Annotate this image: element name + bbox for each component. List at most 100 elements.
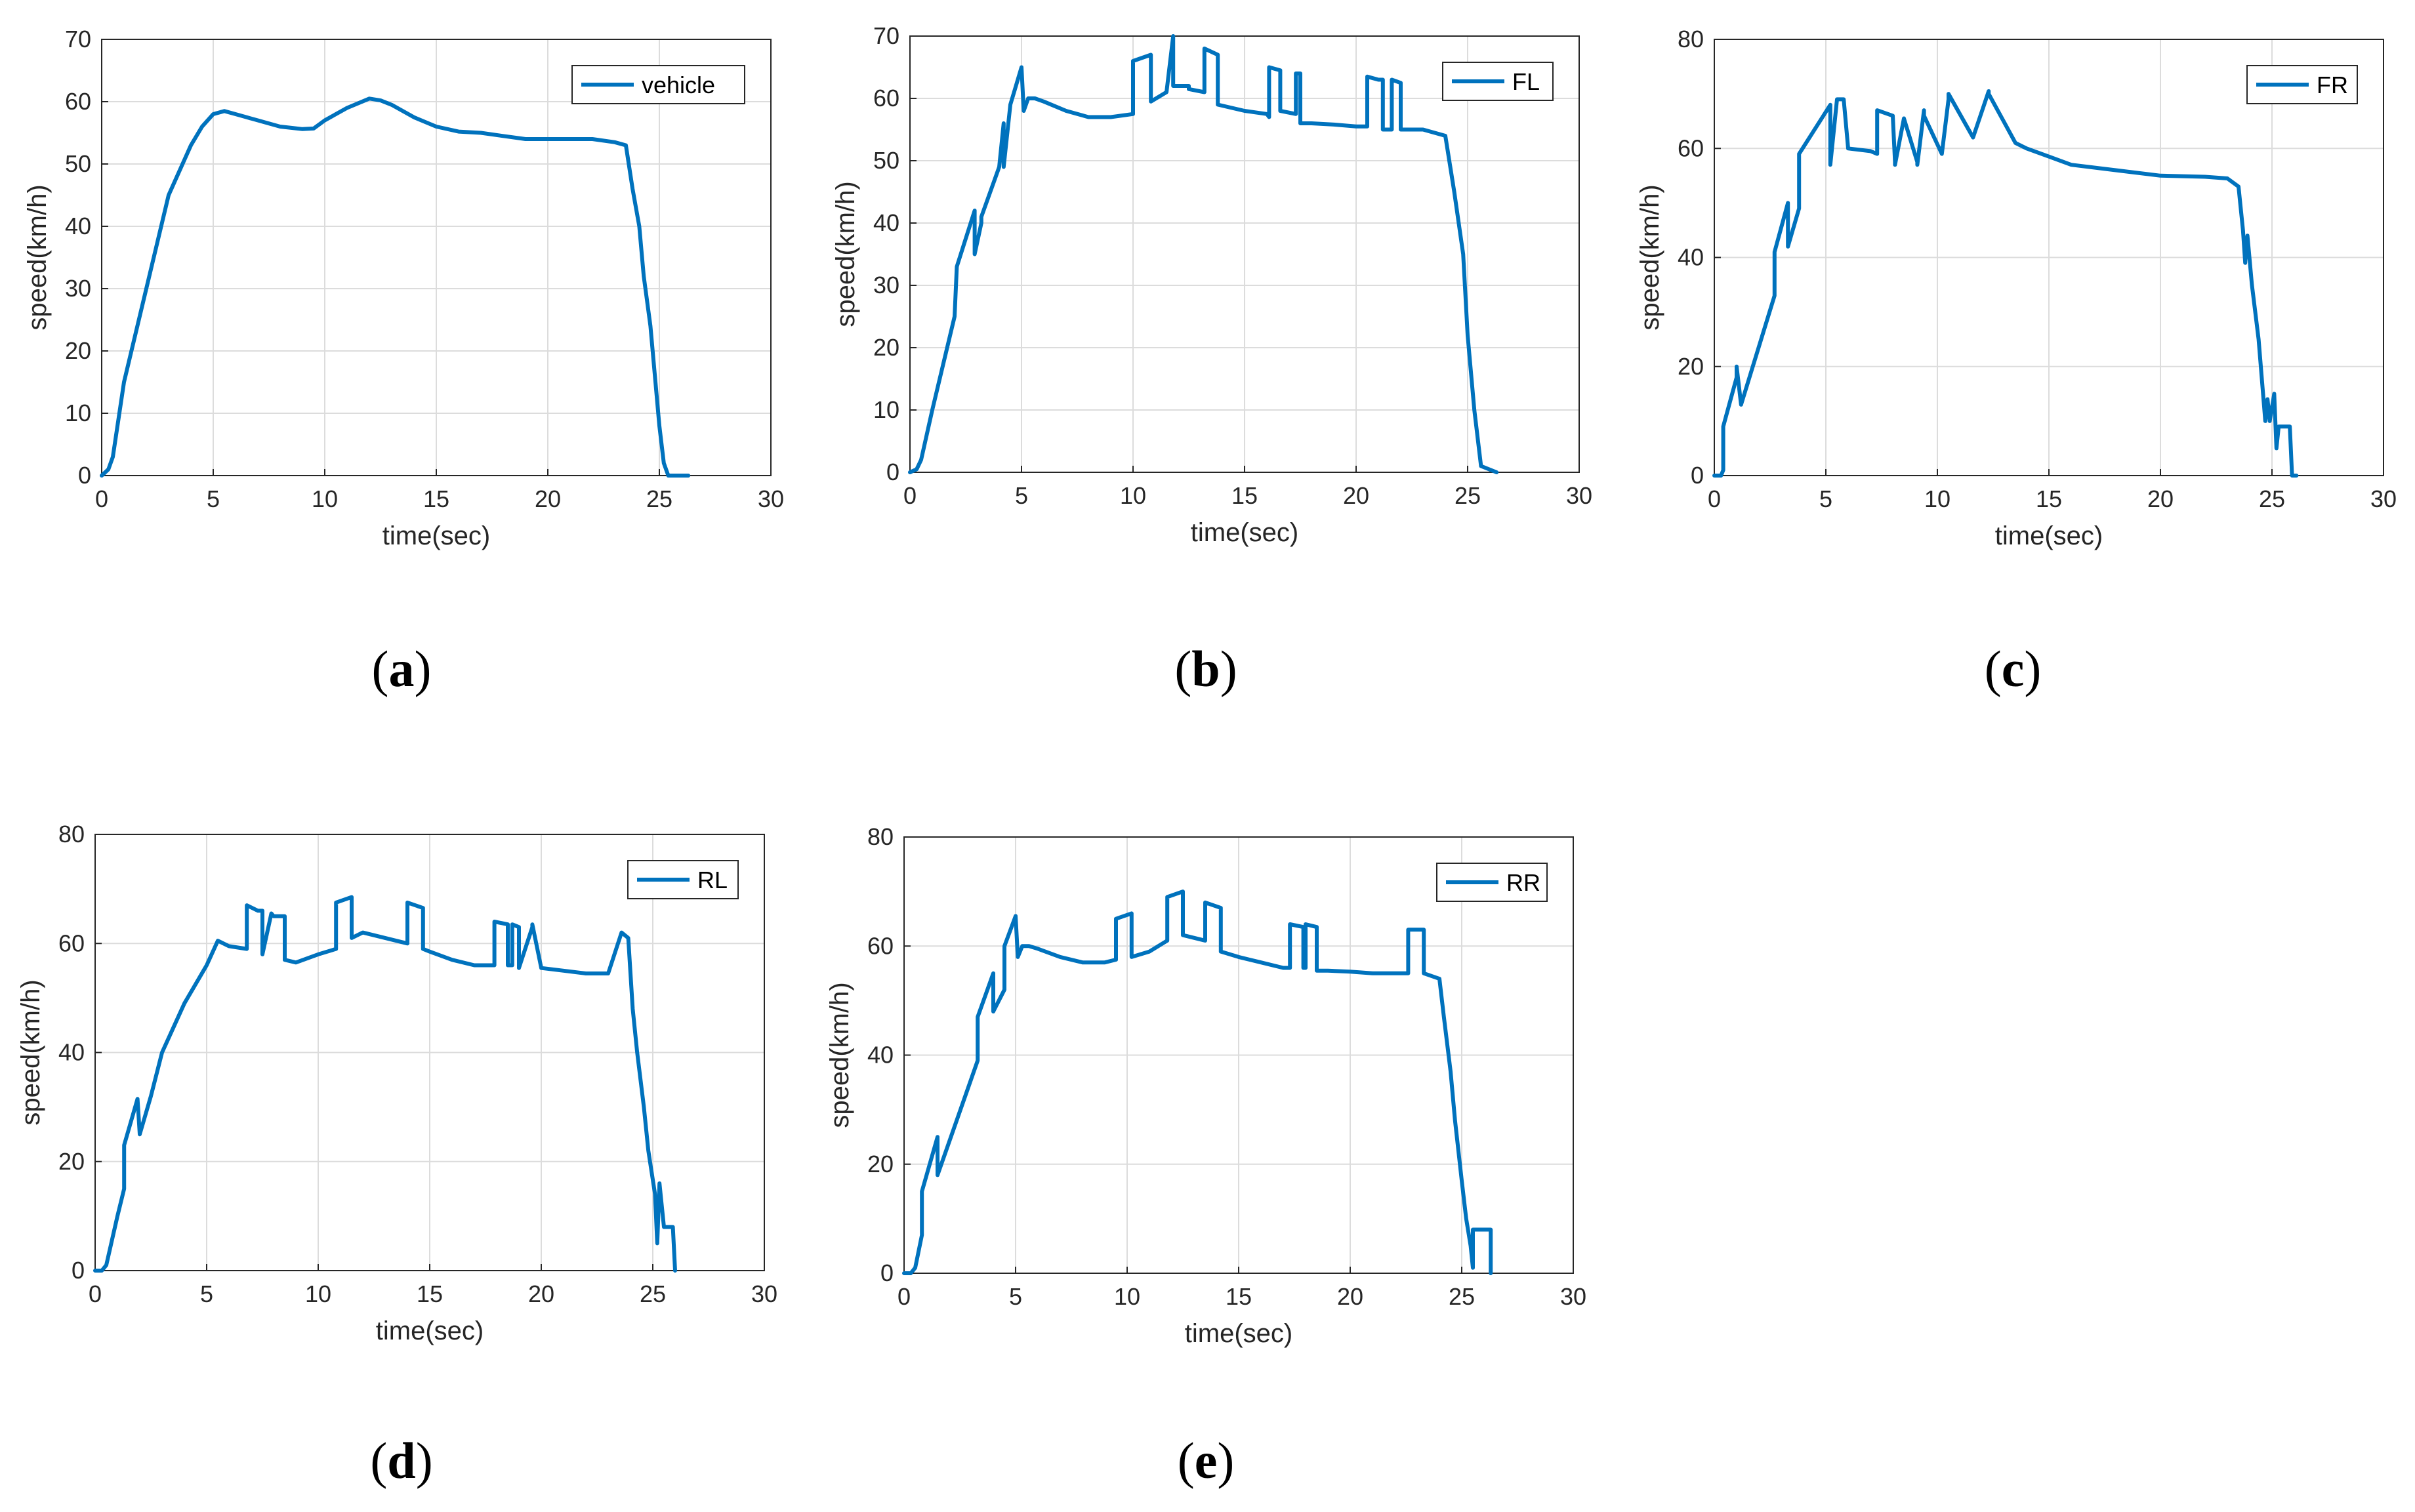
y-tick-label: 80: [58, 821, 85, 848]
x-tick-label: 10: [305, 1280, 331, 1307]
x-tick-label: 15: [2036, 485, 2062, 512]
legend: FR: [2246, 65, 2358, 104]
y-tick-label: 20: [867, 1151, 894, 1177]
x-axis-label: time(sec): [376, 1317, 484, 1345]
y-axis-label: speed(km/h): [825, 982, 854, 1128]
x-tick-label: 25: [640, 1280, 666, 1307]
x-tick-label: 0: [903, 482, 917, 509]
panel-label-b-letter: b: [1191, 640, 1220, 697]
x-tick-label: 15: [417, 1280, 443, 1307]
x-tick-label: 25: [1449, 1283, 1475, 1310]
panel-label-c-letter: c: [2001, 640, 2025, 697]
chart-panel-e: 0 5 10 15 20 25 30 0 20 40 60 80 time(sec) speed(km/h…: [825, 823, 1586, 1348]
y-tick-label: 60: [1678, 134, 1704, 161]
legend: FL: [1442, 62, 1554, 101]
y-tick-label: 10: [65, 399, 91, 426]
x-tick-label: 10: [312, 485, 338, 512]
y-tick-label: 20: [65, 337, 91, 364]
x-tick-label: 20: [1337, 1283, 1363, 1310]
legend-label: RL: [697, 867, 728, 893]
x-axis-label: time(sec): [1995, 521, 2103, 550]
series-line-RR: [902, 889, 1493, 1275]
x-tick-label: 5: [1009, 1283, 1022, 1310]
panel-label-b-open: (: [1174, 640, 1192, 697]
y-axis-label: speed(km/h): [1636, 184, 1664, 330]
x-tick-label: 15: [1226, 1283, 1252, 1310]
y-axis-label: speed(km/h): [831, 181, 860, 327]
chart-panel-c: 0 5 10 15 20 25 30 0 20 40 60 80 time(sec) speed(km/h…: [1636, 26, 2397, 550]
series-line-RL: [93, 895, 677, 1273]
y-tick-label: 40: [1678, 244, 1704, 271]
x-tick-label: 10: [1120, 482, 1146, 509]
panel-label-c: (c): [1985, 640, 2042, 699]
x-tick-label: 25: [1455, 482, 1481, 509]
y-tick-label: 80: [1678, 26, 1704, 52]
y-tick-label: 0: [1691, 462, 1704, 489]
y-tick-label: 20: [1678, 353, 1704, 380]
x-tick-label: 5: [207, 485, 220, 512]
x-tick-label: 30: [751, 1280, 777, 1307]
y-tick-label: 60: [58, 930, 85, 956]
y-tick-label: 20: [58, 1148, 85, 1175]
legend: RR: [1436, 863, 1548, 902]
series-line-FR: [1712, 89, 2299, 478]
x-axis-label: time(sec): [382, 521, 490, 550]
x-tick-label: 0: [1708, 485, 1721, 512]
x-tick-label: 5: [1819, 485, 1832, 512]
chart-panel-b: 0 5 10 15 20 25 30 0 10 20 30 40 50 60 70 time(sec) spee…: [831, 22, 1592, 547]
x-tick-label: 0: [898, 1283, 911, 1310]
y-tick-label: 20: [873, 334, 899, 361]
panel-label-d-open: (: [370, 1432, 388, 1489]
x-tick-label: 15: [423, 485, 449, 512]
x-tick-label: 20: [1343, 482, 1369, 509]
legend-label: vehicle: [642, 72, 715, 98]
panel-label-d-letter: d: [387, 1432, 416, 1489]
y-tick-label: 30: [873, 272, 899, 298]
legend-label: FR: [2317, 72, 2348, 98]
x-tick-label: 30: [2370, 485, 2397, 512]
y-tick-label: 30: [65, 275, 91, 302]
y-tick-label: 0: [886, 459, 899, 485]
x-tick-label: 10: [1924, 485, 1951, 512]
x-tick-label: 25: [646, 485, 672, 512]
legend: vehicle: [571, 65, 745, 104]
legend-label: FL: [1512, 68, 1540, 95]
panel-label-d-close: ): [415, 1432, 433, 1489]
y-tick-label: 40: [873, 209, 899, 236]
x-tick-label: 0: [95, 485, 108, 512]
chart-panel-d: 0 5 10 15 20 25 30 0 20 40 60 80 time(sec) speed(km/h…: [16, 821, 777, 1345]
y-tick-label: 70: [65, 26, 91, 52]
x-tick-label: 20: [535, 485, 561, 512]
x-tick-label: 30: [758, 485, 784, 512]
panel-label-a-open: (: [371, 640, 389, 697]
y-tick-label: 0: [72, 1257, 85, 1284]
y-tick-label: 70: [873, 22, 899, 49]
panel-label-e-close: ): [1217, 1432, 1235, 1489]
y-tick-label: 0: [880, 1259, 894, 1286]
x-tick-label: 20: [2147, 485, 2174, 512]
y-tick-label: 60: [65, 88, 91, 115]
y-tick-label: 10: [873, 396, 899, 423]
panel-label-b: (b): [1174, 640, 1237, 699]
y-tick-label: 50: [873, 147, 899, 174]
x-tick-label: 30: [1560, 1283, 1586, 1310]
legend: RL: [627, 860, 739, 899]
series-line-vehicle: [100, 96, 691, 478]
panel-label-d: (d): [370, 1431, 432, 1490]
x-tick-label: 10: [1114, 1283, 1140, 1310]
x-tick-label: 25: [2259, 485, 2285, 512]
panel-label-e: (e): [1178, 1431, 1235, 1490]
y-tick-label: 50: [65, 150, 91, 177]
panel-label-a-close: ): [414, 640, 432, 697]
y-axis-label: speed(km/h): [23, 184, 52, 330]
y-axis-label: speed(km/h): [16, 979, 45, 1125]
panel-label-c-open: (: [1984, 640, 2002, 697]
panel-label-a-letter: a: [388, 640, 415, 697]
panel-label-b-close: ): [1220, 640, 1237, 697]
legend-label: RR: [1506, 869, 1540, 896]
y-tick-label: 40: [867, 1042, 894, 1069]
y-tick-label: 80: [867, 823, 894, 850]
chart-panel-a: 0 5 10 15 20 25 30 0 10 20 30 40 50 60 70 time(sec) spee…: [23, 26, 784, 550]
x-tick-label: 20: [528, 1280, 554, 1307]
x-tick-label: 0: [89, 1280, 102, 1307]
